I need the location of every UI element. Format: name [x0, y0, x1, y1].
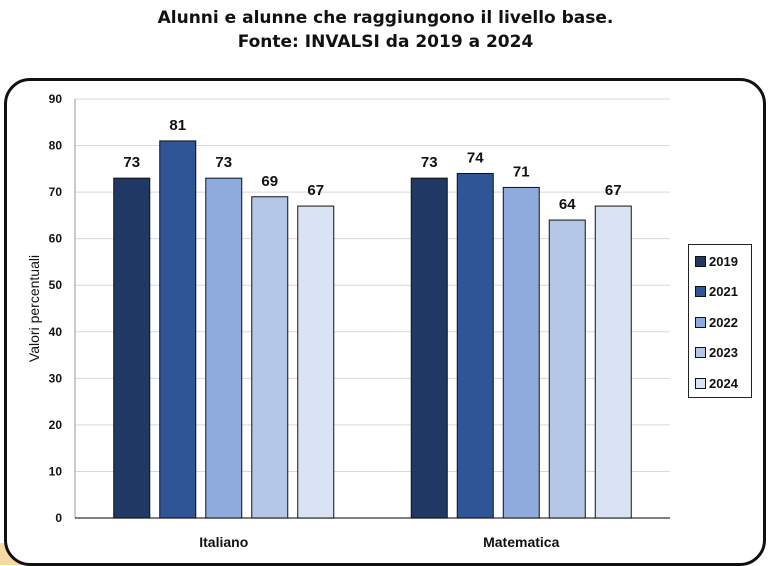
data-label: 67: [307, 182, 324, 199]
y-tick-label: 40: [49, 325, 63, 339]
data-label: 64: [559, 196, 576, 213]
y-tick-label: 60: [49, 232, 63, 246]
chart-title: Alunni e alunne che raggiungono il livel…: [0, 6, 771, 54]
x-category-label: Matematica: [483, 534, 559, 550]
legend-swatch: [695, 347, 706, 358]
y-tick-label: 80: [49, 139, 63, 153]
y-axis-title: Valori percentuali: [26, 255, 42, 362]
y-tick-label: 0: [55, 511, 62, 525]
data-label: 73: [421, 154, 438, 171]
bar: [205, 177, 243, 519]
legend-label: 2021: [709, 284, 738, 299]
data-label: 73: [215, 154, 232, 171]
legend-label: 2019: [709, 253, 738, 269]
bar: [410, 177, 448, 519]
y-tick-label: 90: [49, 92, 63, 106]
y-tick-label: 70: [49, 185, 63, 199]
data-label: 69: [261, 173, 278, 190]
legend-swatch: [695, 316, 706, 328]
data-label: 67: [605, 182, 622, 199]
bar: [251, 196, 289, 519]
bar: [456, 172, 494, 519]
legend-label: 2022: [709, 314, 738, 330]
data-label: 74: [467, 149, 484, 166]
y-tick-label: 30: [49, 371, 63, 385]
data-label: 81: [169, 117, 186, 134]
y-tick-label: 20: [49, 418, 63, 432]
bar: [502, 186, 540, 519]
chart-title-line-2: Fonte: INVALSI da 2019 a 2024: [237, 32, 534, 52]
data-label: 71: [513, 163, 530, 180]
legend-item: 2021: [695, 284, 738, 300]
bar: [159, 140, 197, 519]
legend-item: 2024: [695, 375, 738, 391]
chart-legend: 2019 2021 2022 2023 2024: [688, 244, 752, 398]
legend-item: 2022: [695, 314, 738, 330]
legend-item: 2019: [695, 253, 738, 269]
y-tick-label: 50: [49, 278, 63, 292]
legend-swatch: [695, 255, 706, 267]
chart-title-line-1: Alunni e alunne che raggiungono il livel…: [157, 8, 614, 28]
bar: [297, 205, 335, 519]
legend-swatch: [695, 377, 706, 389]
x-category-label: Italiano: [199, 534, 248, 550]
bar: [113, 177, 151, 519]
data-label: 73: [123, 154, 140, 171]
y-tick-label: 10: [49, 464, 63, 478]
legend-item: 2023: [695, 345, 738, 361]
bar: [594, 205, 632, 519]
legend-label: 2023: [709, 345, 738, 360]
legend-swatch: [695, 286, 706, 297]
legend-label: 2024: [709, 375, 738, 391]
bar: [548, 219, 586, 519]
